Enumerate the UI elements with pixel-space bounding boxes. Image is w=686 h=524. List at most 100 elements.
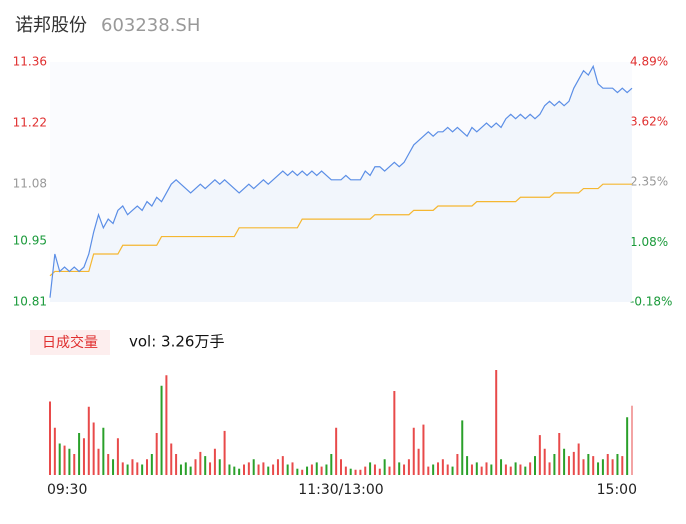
volume-bar	[480, 466, 483, 475]
volume-bar	[223, 430, 226, 475]
volume-bar	[631, 405, 633, 475]
volume-bar	[597, 462, 600, 475]
y-tick-label: 11.36	[13, 55, 47, 69]
volume-bar	[446, 464, 449, 475]
volume-bar	[320, 466, 323, 475]
volume-bar	[592, 456, 595, 475]
y-tick-label: 11.22	[13, 116, 47, 130]
volume-bar	[621, 456, 624, 475]
volume-bar	[451, 466, 454, 475]
volume-bar	[587, 454, 590, 475]
volume-bar	[349, 468, 352, 475]
volume-bar	[393, 391, 396, 475]
volume-bar	[315, 462, 318, 475]
volume-bar	[310, 464, 313, 475]
volume-bar	[534, 456, 536, 475]
volume-bar	[500, 459, 503, 475]
volume-bar	[262, 462, 265, 475]
volume-bar	[58, 443, 61, 475]
volume-label: vol: 3.26万手	[129, 333, 224, 351]
volume-bar	[165, 375, 168, 475]
volume-bar	[136, 462, 139, 475]
volume-bar	[572, 451, 575, 475]
volume-bar	[509, 466, 512, 475]
volume-bar	[252, 459, 255, 475]
volume-bar	[577, 443, 580, 475]
volume-button[interactable]	[30, 330, 110, 355]
average-line	[49, 183, 632, 277]
y2-tick-label: 1.08%	[630, 235, 668, 249]
volume-bar	[102, 427, 105, 475]
volume-bar	[466, 456, 469, 475]
volume-bar	[87, 406, 90, 475]
volume-bar	[286, 464, 289, 475]
volume-bar	[63, 445, 66, 475]
volume-bar	[616, 454, 619, 475]
volume-bar	[92, 422, 95, 475]
volume-bar	[170, 443, 173, 475]
volume-bar	[388, 466, 391, 475]
volume-bar	[398, 462, 401, 475]
volume-bar	[82, 438, 85, 475]
volume-bar	[179, 464, 182, 475]
volume-bar	[427, 466, 430, 475]
volume-bar	[567, 456, 570, 475]
volume-bar	[432, 464, 435, 475]
volume-bar	[281, 456, 284, 475]
volume-bar	[422, 424, 425, 475]
volume-bar	[485, 462, 488, 475]
volume-bar	[558, 433, 561, 475]
volume-bar	[276, 459, 279, 475]
volume-bar	[529, 462, 532, 475]
volume-bar	[490, 464, 493, 475]
volume-bar	[213, 448, 216, 475]
volume-bar	[306, 466, 309, 475]
volume-bar	[495, 370, 498, 475]
x-tick-label: 09:30	[47, 482, 87, 498]
volume-bar	[126, 464, 129, 475]
volume-bar	[121, 462, 124, 475]
price-area	[50, 66, 632, 302]
volume-bar	[272, 464, 275, 475]
volume-bar	[441, 459, 444, 475]
volume-bar	[325, 464, 328, 475]
volume-bar	[456, 454, 459, 475]
volume-bar	[218, 459, 221, 475]
volume-bar	[417, 448, 420, 475]
volume-bar	[340, 459, 342, 475]
volume-bar	[238, 468, 241, 475]
volume-bar	[606, 454, 609, 475]
volume-bar	[538, 435, 541, 475]
chart-subtitle: 603238.SH	[101, 15, 200, 36]
volume-bar	[364, 466, 367, 475]
volume-bar	[78, 433, 81, 475]
volume-bar	[199, 451, 202, 475]
volume-bar	[204, 456, 207, 475]
volume-bar	[330, 454, 333, 475]
y2-tick-label: 3.62%	[630, 115, 668, 129]
volume-bar	[73, 454, 76, 475]
volume-bar	[412, 427, 415, 475]
volume-bar	[504, 464, 507, 475]
price-line	[49, 64, 633, 298]
x-tick-label: 15:00	[597, 482, 637, 498]
volume-bar	[359, 469, 362, 475]
volume-bar	[373, 464, 376, 475]
volume-bar	[563, 448, 566, 475]
volume-bar	[160, 385, 163, 475]
volume-bar	[131, 459, 134, 475]
volume-bar	[403, 464, 406, 475]
volume-bar	[553, 454, 556, 475]
volume-bar	[228, 464, 231, 475]
y2-tick-label: -0.18%	[630, 295, 672, 309]
volume-bar	[301, 469, 304, 475]
volume-bar	[189, 466, 192, 475]
volume-bar	[243, 464, 245, 475]
volume-button-label[interactable]: 日成交量	[42, 334, 98, 351]
x-tick-label: 11:30/13:00	[298, 482, 383, 498]
y2-tick-label: 4.89%	[630, 55, 668, 69]
y-tick-label: 10.95	[13, 233, 47, 247]
volume-bar	[582, 459, 585, 475]
volume-bar	[524, 466, 527, 475]
